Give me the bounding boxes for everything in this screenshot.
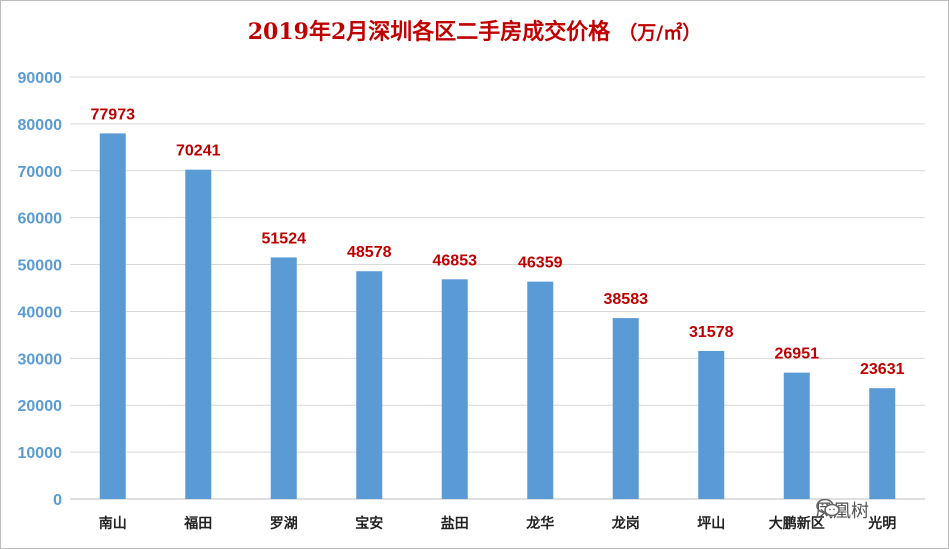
- y-tick-label: 30000: [18, 351, 63, 368]
- y-tick-label: 90000: [18, 70, 63, 87]
- y-tick-label: 50000: [18, 258, 63, 275]
- y-tick-label: 80000: [18, 117, 63, 134]
- data-label: 38583: [604, 291, 649, 308]
- bar: [99, 133, 126, 500]
- bar: [698, 350, 725, 499]
- y-tick-label: 70000: [18, 164, 63, 181]
- y-tick-label: 40000: [18, 304, 63, 321]
- watermark: 凤凰树: [815, 495, 869, 525]
- data-label: 31578: [689, 324, 734, 341]
- x-tick-label: 大鹏新区: [769, 515, 825, 532]
- x-tick-label: 龙岗: [611, 515, 640, 532]
- chart-title: 2019年2月深圳各区二手房成交价格 （万/㎡）: [0, 14, 949, 46]
- wechat-icon: [816, 498, 840, 517]
- y-tick-label: 10000: [18, 445, 63, 462]
- x-tick-label: 坪山: [697, 516, 725, 532]
- chart-title-unit: （万/㎡）: [618, 22, 702, 44]
- bar: [185, 169, 212, 499]
- bar: [356, 271, 383, 499]
- bar: [869, 388, 896, 499]
- y-tick-label: 0: [53, 492, 62, 509]
- x-tick-label: 光明: [867, 515, 896, 532]
- data-label: 70241: [176, 143, 221, 160]
- bar: [441, 279, 468, 499]
- data-label: 51524: [262, 230, 307, 247]
- chart-title-text: 2019年2月深圳各区二手房成交价格: [247, 19, 611, 45]
- x-tick-label: 福田: [183, 515, 212, 532]
- x-tick-label: 罗湖: [270, 516, 298, 532]
- bar: [783, 372, 810, 499]
- bar: [270, 257, 297, 499]
- data-label: 46853: [433, 252, 478, 269]
- x-tick-label: 龙华: [525, 515, 554, 532]
- data-label: 46359: [518, 255, 563, 272]
- bar: [612, 318, 639, 499]
- data-label: 48578: [347, 244, 392, 261]
- x-tick-label: 盐田: [441, 515, 469, 532]
- y-tick-label: 20000: [18, 398, 63, 415]
- x-tick-label: 南山: [99, 515, 127, 532]
- bar: [527, 281, 554, 499]
- x-tick-label: 宝安: [355, 515, 383, 532]
- data-label: 26951: [775, 346, 820, 363]
- data-label: 23631: [860, 361, 905, 378]
- data-label: 77973: [91, 106, 136, 123]
- y-tick-label: 60000: [18, 211, 63, 228]
